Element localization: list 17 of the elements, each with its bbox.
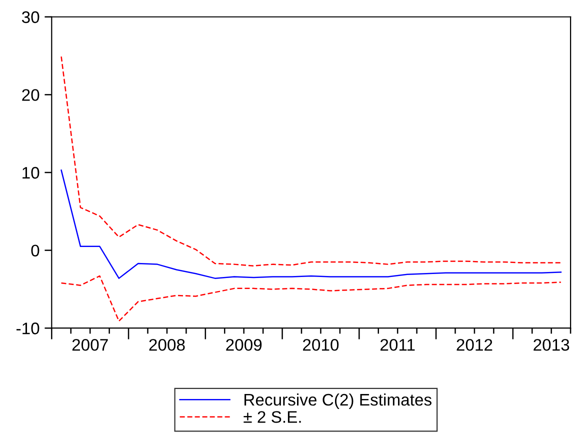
y-tick-label: 20 [22,89,40,101]
y-tick-label: -10 [16,322,40,334]
y-tick-label: 30 [22,11,40,24]
legend-label: Recursive C(2) Estimates [244,393,432,409]
x-tick-label: 2013 [534,338,570,351]
y-tick-label: 10 [22,166,40,179]
line-series [60,170,562,279]
legend-label: ± 2 S.E. [244,411,301,423]
x-tick-label: 2009 [226,338,262,351]
line-series [60,56,562,266]
x-tick-label: 2011 [380,338,415,351]
x-tick-label: 2008 [149,338,185,351]
y-tick-label: 0 [31,244,40,257]
x-tick-label: 2012 [456,338,492,351]
x-tick-label: 2007 [72,338,108,351]
line-series [60,275,562,322]
x-tick-label: 2010 [303,338,339,351]
